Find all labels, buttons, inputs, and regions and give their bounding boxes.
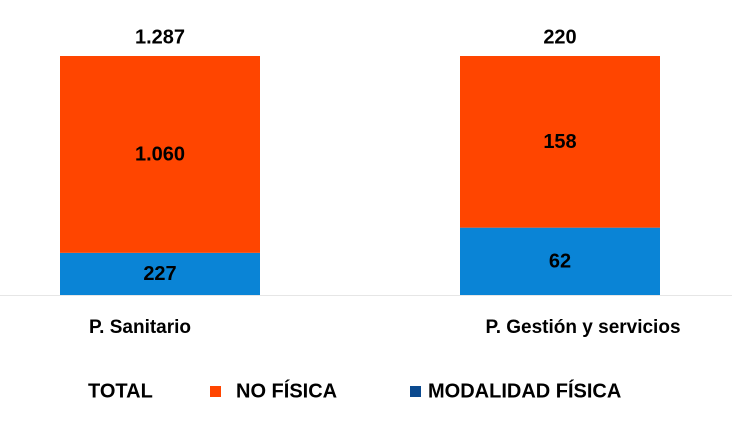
legend-label: NO FÍSICA: [236, 379, 337, 402]
total-label: 1.287: [135, 26, 185, 48]
total-label: 220: [543, 26, 576, 48]
data-label: 158: [543, 131, 576, 153]
legend-swatch: [410, 386, 421, 397]
bar-segment: [60, 252, 260, 295]
bar-segment: [460, 56, 660, 228]
legend-label: MODALIDAD FÍSICA: [428, 379, 621, 402]
x-tick-label: P. Sanitario: [89, 317, 191, 338]
data-label: 1.060: [135, 144, 185, 166]
bar-segment: [60, 56, 260, 253]
data-label: 227: [143, 263, 176, 285]
bar-segment: [460, 227, 660, 295]
x-tick-label: P. Gestión y servicios: [485, 317, 680, 338]
data-label: 62: [549, 251, 571, 273]
legend-swatch: [210, 386, 221, 397]
legend-label: TOTAL: [88, 380, 153, 402]
